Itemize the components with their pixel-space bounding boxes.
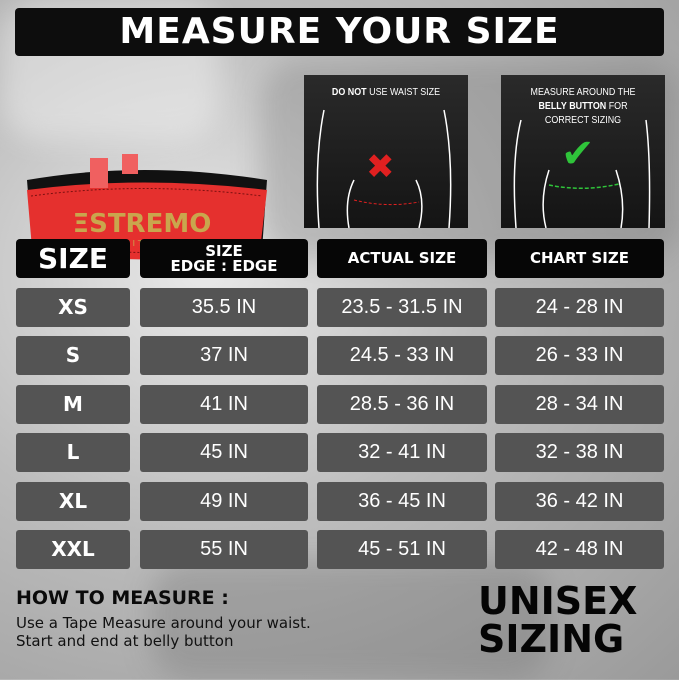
cell-actual: 24.5 - 33 IN — [317, 336, 487, 376]
cell-actual: 28.5 - 36 IN — [317, 384, 487, 424]
page-title: MEASURE YOUR SIZE — [15, 8, 664, 56]
cell-size: M — [16, 384, 130, 424]
header-size: SIZE — [16, 239, 130, 278]
cell-edge: 45 IN — [140, 433, 308, 473]
cell-chart: 24 - 28 IN — [495, 288, 664, 327]
torso-outline — [316, 109, 452, 228]
unisex-label: UNISEX SIZING — [478, 579, 638, 661]
header-actual: ACTUAL SIZE — [317, 239, 487, 278]
cell-size: XS — [16, 288, 130, 327]
cell-chart: 36 - 42 IN — [495, 481, 664, 521]
cell-chart: 32 - 38 IN — [495, 433, 664, 473]
how-to-heading: HOW TO MEASURE : — [16, 587, 229, 609]
how-to-text: Use a Tape Measure around your waist. Sta… — [16, 614, 311, 650]
cell-size: XXL — [16, 530, 130, 569]
do-not-panel: DO NOT USE WAIST SIZE ✖ — [304, 75, 468, 228]
x-icon: ✖ — [366, 147, 395, 187]
cell-edge: 55 IN — [140, 530, 308, 569]
cell-chart: 42 - 48 IN — [495, 530, 664, 569]
cell-size: S — [16, 336, 130, 376]
cell-edge: 35.5 IN — [140, 288, 308, 327]
cell-edge: 49 IN — [140, 481, 308, 521]
torso-outline — [513, 119, 651, 228]
cell-actual: 36 - 45 IN — [317, 481, 487, 521]
check-icon: ✔ — [561, 131, 595, 177]
cell-actual: 45 - 51 IN — [317, 530, 487, 569]
header-chart: CHART SIZE — [495, 239, 664, 278]
cell-size: XL — [16, 481, 130, 521]
measure-panel: MEASURE AROUND THE BELLY BUTTON FOR CORR… — [501, 75, 665, 228]
cell-actual: 32 - 41 IN — [317, 433, 487, 473]
header-edge: SIZE EDGE : EDGE — [140, 239, 308, 278]
cell-chart: 28 - 34 IN — [495, 384, 664, 424]
cell-actual: 23.5 - 31.5 IN — [317, 288, 487, 327]
cell-edge: 37 IN — [140, 336, 308, 376]
cell-edge: 41 IN — [140, 384, 308, 424]
brand-logo: ΞSTREMO — [73, 209, 212, 239]
cell-size: L — [16, 433, 130, 473]
cell-chart: 26 - 33 IN — [495, 336, 664, 376]
